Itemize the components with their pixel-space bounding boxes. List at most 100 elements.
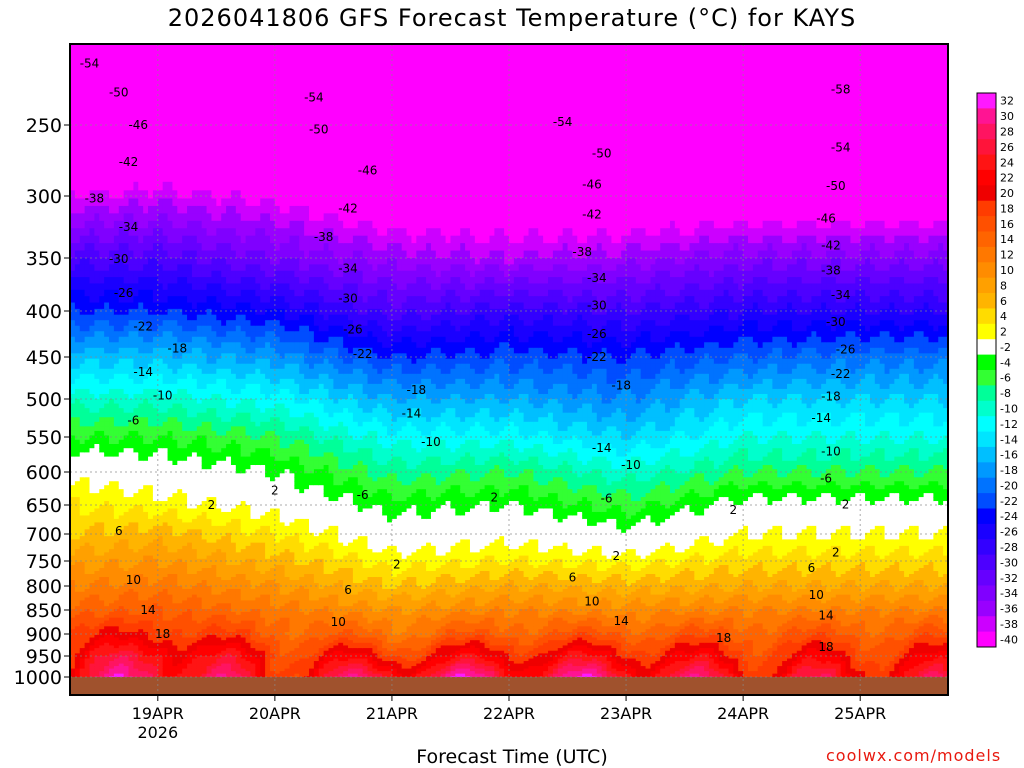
temperature-cell — [206, 583, 213, 587]
temperature-cell — [206, 198, 213, 207]
temperature-cell — [216, 112, 222, 123]
temperature-cell — [206, 577, 213, 581]
temperature-cell — [84, 642, 91, 647]
temperature-cell — [162, 347, 169, 354]
temperature-cell — [162, 583, 169, 587]
temperature-cell — [162, 342, 169, 349]
temperature-cell — [138, 586, 144, 590]
temperature-cell — [143, 525, 149, 530]
temperature-cell — [104, 489, 110, 494]
x-axis-label: Forecast Time (UTC) — [0, 746, 1024, 768]
temperature-cell — [240, 388, 247, 395]
temperature-cell — [172, 325, 178, 332]
temperature-cell — [148, 620, 154, 625]
temperature-cell — [89, 469, 95, 474]
temperature-cell — [70, 609, 76, 613]
temperature-cell — [191, 668, 198, 672]
temperature-cell — [74, 580, 81, 584]
temperature-cell — [123, 53, 130, 65]
temperature-cell — [206, 342, 213, 349]
temperature-cell — [167, 264, 174, 272]
temperature-cell — [211, 173, 217, 183]
temperature-cell — [148, 112, 154, 123]
temperature-cell — [79, 577, 86, 581]
temperature-cell — [191, 481, 198, 486]
temperature-cell — [118, 53, 125, 65]
temperature-cell — [162, 331, 169, 338]
temperature-cell — [245, 190, 252, 200]
temperature-cell — [79, 600, 86, 604]
temperature-cell — [118, 181, 125, 191]
temperature-cell — [133, 426, 139, 432]
temperature-cell — [89, 258, 95, 265]
temperature-cell — [226, 583, 232, 587]
temperature-cell — [133, 532, 139, 537]
temperature-cell — [245, 435, 252, 441]
temperature-cell — [99, 650, 105, 654]
temperature-cell — [113, 594, 120, 599]
temperature-cell — [133, 552, 139, 557]
temperature-cell — [94, 417, 100, 423]
temperature-cell — [84, 558, 91, 563]
temperature-cell — [157, 393, 164, 400]
temperature-cell — [191, 565, 198, 569]
temperature-cell — [191, 532, 198, 537]
temperature-cell — [79, 648, 86, 652]
temperature-cell — [123, 525, 130, 530]
temperature-cell — [123, 363, 130, 370]
temperature-cell — [177, 637, 183, 641]
temperature-cell — [152, 473, 159, 478]
temperature-cell — [94, 430, 100, 437]
temperature-cell — [226, 435, 232, 441]
temperature-cell — [84, 53, 91, 65]
temperature-cell — [99, 353, 105, 360]
temperature-cell — [148, 44, 154, 55]
temperature-cell — [167, 653, 174, 657]
temperature-cell — [74, 173, 81, 183]
temperature-cell — [133, 220, 139, 229]
temperature-cell — [84, 44, 91, 55]
temperature-cell — [128, 342, 135, 349]
temperature-cell — [133, 235, 139, 244]
temperature-cell — [235, 383, 242, 390]
temperature-cell — [138, 623, 144, 627]
temperature-cell — [113, 577, 120, 581]
temperature-cell — [94, 653, 100, 657]
temperature-cell — [177, 525, 183, 530]
temperature-cell — [128, 508, 135, 513]
temperature-cell — [89, 190, 95, 200]
temperature-cell — [157, 388, 164, 395]
temperature-cell — [182, 648, 188, 652]
temperature-cell — [211, 139, 217, 149]
temperature-cell — [89, 501, 95, 506]
temperature-cell — [206, 568, 213, 572]
temperature-cell — [191, 632, 198, 636]
temperature-cell — [221, 588, 227, 593]
temperature-cell — [152, 597, 159, 601]
temperature-cell — [148, 511, 154, 517]
temperature-cell — [177, 653, 183, 657]
temperature-cell — [133, 609, 139, 613]
temperature-cell — [221, 497, 227, 502]
temperature-cell — [240, 485, 247, 490]
temperature-cell — [235, 493, 242, 498]
temperature-cell — [167, 435, 174, 441]
temperature-cell — [84, 497, 91, 502]
temperature-cell — [196, 363, 203, 370]
temperature-cell — [152, 637, 159, 641]
temperature-cell — [211, 408, 217, 414]
temperature-cell — [94, 325, 100, 332]
temperature-cell — [201, 426, 208, 432]
temperature-cell — [196, 44, 203, 55]
temperature-cell — [211, 302, 217, 310]
credit-link[interactable]: coolwx.com/models — [826, 746, 1001, 765]
temperature-cell — [123, 460, 130, 466]
temperature-cell — [191, 139, 198, 149]
temperature-cell — [118, 426, 125, 432]
temperature-cell — [157, 555, 164, 560]
temperature-cell — [148, 603, 154, 607]
temperature-cell — [138, 393, 144, 400]
temperature-cell — [226, 477, 232, 482]
temperature-cell — [187, 102, 193, 113]
temperature-cell — [226, 314, 232, 321]
